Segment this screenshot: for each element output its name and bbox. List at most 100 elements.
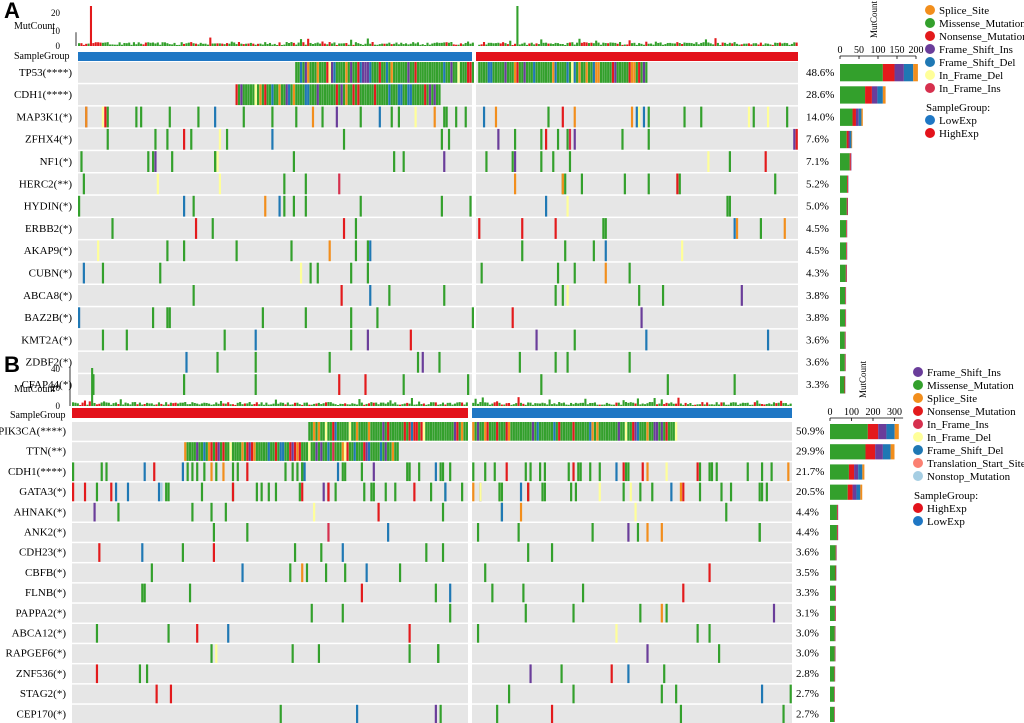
mutation-cell <box>509 62 512 83</box>
mutation-cell <box>156 173 159 195</box>
gene-percentage: 20.5% <box>796 486 824 498</box>
mutation-cell <box>636 523 640 542</box>
legend-swatch <box>913 458 923 468</box>
mutation-cell <box>609 62 612 83</box>
mutation-cell <box>660 422 663 441</box>
mutation-cell <box>242 84 245 106</box>
mutcount-bar <box>702 42 705 46</box>
mutation-cell <box>491 422 494 441</box>
mutation-cell <box>356 442 359 461</box>
mutation-cell <box>292 84 295 106</box>
mutation-cell <box>494 62 498 83</box>
mutation-cell <box>496 704 499 723</box>
mutation-cell <box>506 62 510 83</box>
mutation-cell <box>574 422 577 441</box>
mutation-cell <box>635 106 638 128</box>
mutcount-bar <box>219 400 223 406</box>
mutcount-bar <box>542 42 545 46</box>
mutation-cell <box>364 84 367 106</box>
mutcount-bar <box>790 43 793 46</box>
mutation-cell <box>615 462 618 482</box>
gene-label: PIK3CA(****) <box>0 426 66 438</box>
mutcount-bar <box>519 402 523 406</box>
mutation-cell <box>237 84 241 106</box>
matrix-row-bg <box>78 195 472 217</box>
mutation-cell <box>522 583 525 603</box>
mutation-cell <box>554 218 557 239</box>
mutcount-bar <box>701 402 704 406</box>
mutcount-bar <box>498 402 501 406</box>
mutcount-segment <box>840 376 845 394</box>
mutcount-bar <box>166 43 169 46</box>
mutation-cell <box>519 482 523 502</box>
mutcount-bar <box>654 41 657 46</box>
mutcount-bar <box>774 42 777 46</box>
mutation-cell <box>561 106 564 128</box>
mutation-cell <box>217 442 220 461</box>
mutcount-bar <box>464 42 467 46</box>
mutation-cell <box>507 422 511 441</box>
mutation-cell <box>338 62 341 83</box>
mutation-cell <box>155 684 158 704</box>
mutcount-bar <box>537 44 540 46</box>
mutation-cell <box>350 62 353 83</box>
mutation-cell <box>604 218 607 239</box>
mutcount-bar <box>396 404 399 406</box>
mutcount-bar <box>430 402 433 406</box>
mutcount-bar <box>505 403 508 406</box>
mutation-cell <box>562 422 566 441</box>
mutcount-bar <box>280 44 283 46</box>
mutcount-bar <box>559 43 562 46</box>
mutation-cell <box>428 84 432 106</box>
mutation-cell <box>670 422 673 441</box>
mutation-cell <box>621 62 624 83</box>
mutation-cell <box>101 329 105 351</box>
mutcount-bar <box>591 402 594 406</box>
mutation-cell <box>166 307 169 329</box>
mutcount-bar <box>447 42 451 46</box>
mutcount-bar <box>718 404 721 406</box>
mutation-cell <box>236 442 239 461</box>
mutation-cell <box>615 624 618 643</box>
mutation-cell <box>513 173 517 195</box>
gene-percentage: 29.9% <box>796 446 824 458</box>
mutation-cell <box>499 62 502 83</box>
mutation-cell <box>222 442 225 461</box>
mutcount-segment <box>846 242 847 260</box>
matrix-row-bg <box>476 329 798 351</box>
mutcount-bar <box>180 42 183 46</box>
mutcount-bar <box>215 402 218 406</box>
legend-group-swatch <box>913 503 923 513</box>
mutcount-bar <box>313 403 316 406</box>
mutation-cell <box>203 442 206 461</box>
mutcount-bar <box>393 43 396 46</box>
mutation-cell <box>304 62 307 83</box>
mutcount-bar <box>290 42 293 46</box>
mutcount-bar <box>539 403 542 406</box>
mutation-cell <box>390 84 393 106</box>
mutcount-bar <box>282 402 285 406</box>
mutcount-bar <box>179 402 182 406</box>
mutcount-bar <box>381 43 384 46</box>
mutation-cell <box>476 422 480 441</box>
mutcount-segment <box>840 86 866 104</box>
mutation-cell <box>561 173 564 195</box>
mutation-cell <box>658 422 661 441</box>
mutcount-bar <box>653 398 656 406</box>
mutation-cell <box>592 62 595 83</box>
mutation-cell <box>384 422 387 441</box>
mutation-cell <box>758 523 761 542</box>
mutcount-bar <box>749 404 752 406</box>
mutcount-bar <box>615 402 618 406</box>
mutcount-bar <box>651 402 654 406</box>
mutation-cell <box>624 462 628 482</box>
mutation-cell <box>524 422 527 441</box>
mutation-cell <box>518 62 521 83</box>
mutation-cell <box>191 442 194 461</box>
mutcount-bar <box>277 403 280 406</box>
mutcount-bar <box>509 40 512 46</box>
mutcount-bar <box>437 404 440 406</box>
mutcount-bar <box>120 44 124 46</box>
gene-label: TTN(**) <box>26 446 66 458</box>
mutcount-bar <box>143 403 146 406</box>
